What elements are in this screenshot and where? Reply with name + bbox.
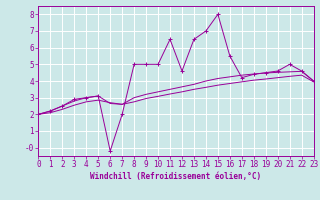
X-axis label: Windchill (Refroidissement éolien,°C): Windchill (Refroidissement éolien,°C) [91, 172, 261, 181]
